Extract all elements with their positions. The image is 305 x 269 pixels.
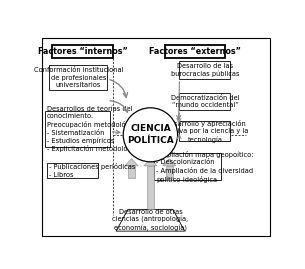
Text: Desarrollo y apreciación
positiva por la ciencia y la
tecnología: Desarrollo y apreciación positiva por la… bbox=[161, 120, 249, 143]
Text: Conformación institucional
de profesionales
universitarios: Conformación institucional de profesiona… bbox=[34, 67, 123, 88]
Polygon shape bbox=[163, 159, 176, 166]
Text: Ampliación mapa geopoítico:
- Descolonización
- Ampliación de la diversidad
polí: Ampliación mapa geopoítico: - Descoloniz… bbox=[156, 151, 254, 183]
Bar bbox=[128, 166, 135, 178]
Bar bbox=[179, 121, 230, 141]
Polygon shape bbox=[116, 209, 185, 231]
Text: Desarrollo de las
burocracias públicas: Desarrollo de las burocracias públicas bbox=[170, 63, 239, 77]
Text: Desarrollo de otras
ciencias (antropología,
economía, sociología): Desarrollo de otras ciencias (antropolog… bbox=[112, 208, 188, 232]
Text: Democratización del
“mundo occidental”: Democratización del “mundo occidental” bbox=[170, 95, 239, 108]
Text: Desarrollos de teorías del
conocimiento.
Preocupación metodológica:
- Sistematiz: Desarrollos de teorías del conocimiento.… bbox=[47, 106, 142, 153]
Text: Factores “internos”: Factores “internos” bbox=[38, 47, 127, 56]
Bar bbox=[179, 61, 230, 79]
Bar bbox=[47, 163, 98, 178]
Polygon shape bbox=[144, 159, 157, 166]
Bar bbox=[166, 166, 173, 180]
Bar bbox=[45, 111, 110, 147]
Text: Factores “externos”: Factores “externos” bbox=[149, 47, 241, 56]
Bar bbox=[147, 166, 154, 209]
Text: - Publicaciones periódicas
- Libros: - Publicaciones periódicas - Libros bbox=[49, 163, 136, 178]
Bar bbox=[49, 65, 107, 90]
Text: CIENCIA
POLÍTICA: CIENCIA POLÍTICA bbox=[127, 124, 174, 145]
Polygon shape bbox=[125, 159, 138, 166]
Ellipse shape bbox=[123, 108, 178, 162]
Bar bbox=[52, 45, 113, 58]
Bar bbox=[165, 45, 225, 58]
Bar bbox=[154, 153, 221, 180]
Bar bbox=[179, 93, 230, 110]
